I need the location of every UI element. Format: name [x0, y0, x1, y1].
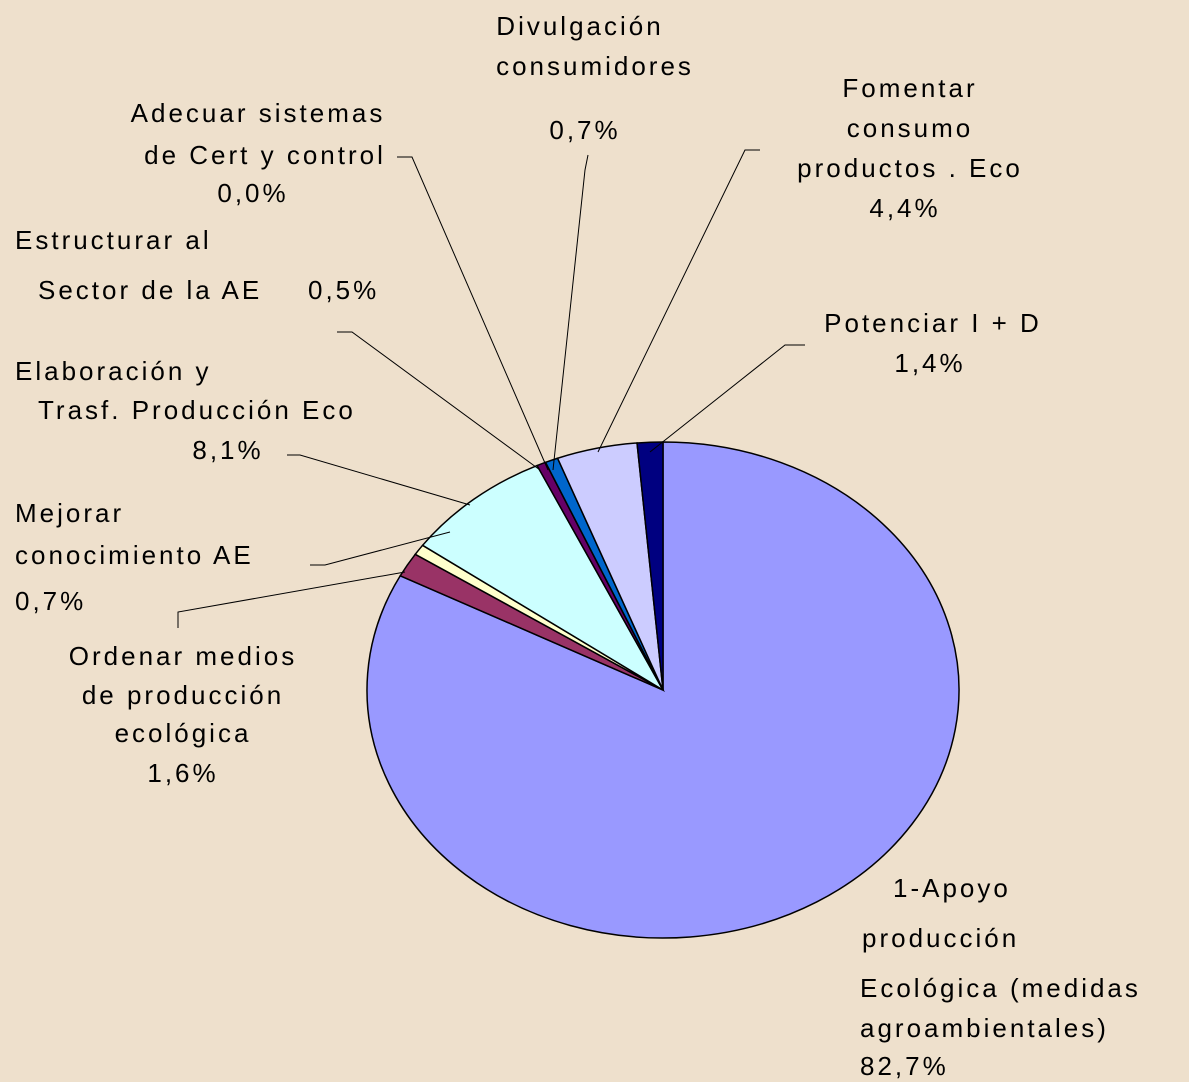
value-label: 4,4%	[869, 193, 940, 223]
slice-label: de producción	[82, 680, 284, 710]
value-label: 0,5%	[308, 275, 379, 305]
slice-label: Ecológica (medidas	[860, 973, 1141, 1003]
slice-label: Elaboración y	[15, 356, 212, 386]
slice-label: Trasf. Producción Eco	[38, 395, 356, 425]
pie-slice	[366, 441, 960, 939]
value-label: 0,0%	[217, 178, 288, 208]
leader-line	[397, 156, 549, 471]
slice-label: agroambientales)	[860, 1013, 1109, 1043]
slice-label: conocimiento AE	[15, 540, 254, 570]
leader-lines	[177, 149, 805, 628]
slice-label: Fomentar	[842, 73, 977, 103]
value-label: 1,6%	[147, 758, 218, 788]
leader-line	[649, 344, 805, 453]
slice-label: producción	[862, 923, 1019, 953]
value-label: 1,4%	[894, 348, 965, 378]
slice-label: de Cert y control	[144, 140, 386, 170]
value-label: 82,7%	[860, 1051, 949, 1081]
slice-label: Divulgación	[496, 11, 663, 41]
slice-label: consumidores	[496, 51, 694, 81]
leader-line	[177, 571, 406, 628]
slice-label: Estructurar al	[15, 225, 212, 255]
value-label: 0,7%	[549, 115, 620, 145]
leader-line	[552, 154, 589, 471]
slice-label: Potenciar I + D	[824, 308, 1042, 338]
pie	[366, 441, 960, 939]
leader-line	[310, 531, 451, 566]
value-label: 8,1%	[192, 435, 263, 465]
slice-label: consumo	[847, 113, 974, 143]
pie-slice	[421, 464, 666, 693]
slice-label: 1-Apoyo	[893, 873, 1011, 903]
value-label: 0,7%	[15, 586, 86, 616]
slice-label: Mejorar	[15, 498, 124, 528]
slice-label: Ordenar medios	[69, 641, 297, 671]
labels: 1-Apoyo producción Ecológica (medidas agroa…	[15, 11, 1141, 1081]
slice-label: ecológica	[115, 718, 252, 748]
slice-label: Adecuar sistemas	[131, 98, 386, 128]
leader-line	[597, 149, 760, 453]
leader-line	[287, 454, 471, 506]
slice-label: productos . Eco	[797, 153, 1023, 183]
slice-label: Sector de la AE	[38, 275, 262, 305]
leader-line	[337, 331, 541, 471]
